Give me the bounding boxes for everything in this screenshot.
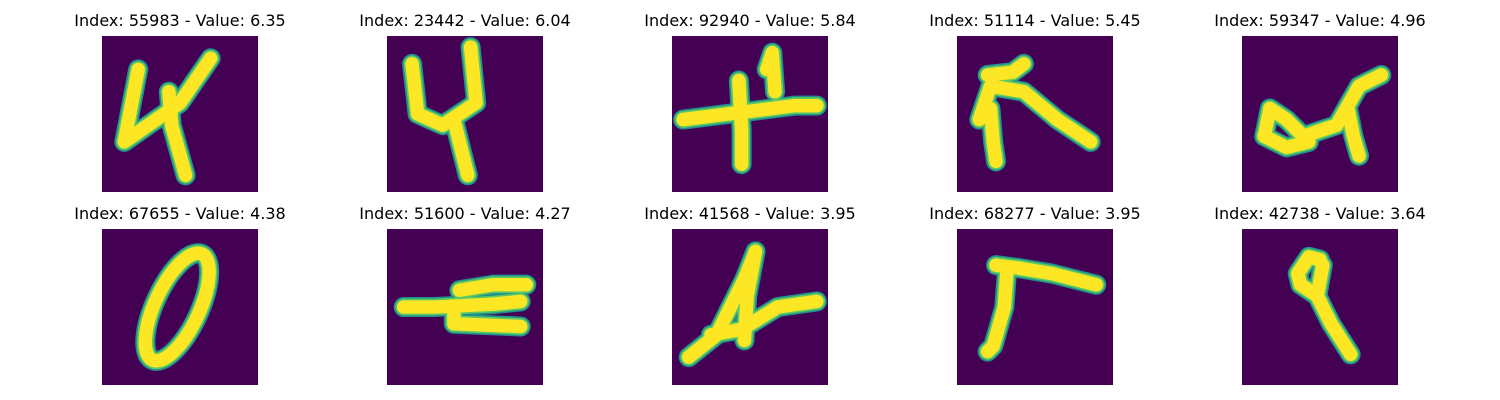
digit-image bbox=[102, 36, 258, 192]
digit-image bbox=[672, 229, 828, 385]
digit-image bbox=[957, 36, 1113, 192]
digit-image-canvas bbox=[387, 36, 543, 192]
digit-image-canvas bbox=[957, 229, 1113, 385]
digit-image-canvas bbox=[102, 229, 258, 385]
digit-stroke bbox=[1287, 246, 1361, 365]
digit-image bbox=[387, 36, 543, 192]
digit-image bbox=[387, 229, 543, 385]
sample-cell: Index: 51114 - Value: 5.45 bbox=[910, 0, 1160, 192]
digit-stroke bbox=[1254, 64, 1392, 166]
digit-image-canvas bbox=[1242, 229, 1398, 385]
sample-title: Index: 59347 - Value: 4.96 bbox=[1214, 11, 1426, 30]
sample-title: Index: 51600 - Value: 4.27 bbox=[359, 204, 571, 223]
image-background bbox=[957, 229, 1113, 385]
digit-image-canvas bbox=[672, 229, 828, 385]
sample-title: Index: 67655 - Value: 4.38 bbox=[74, 204, 286, 223]
digit-stroke bbox=[673, 42, 827, 175]
digit-stroke bbox=[977, 255, 1107, 362]
sample-title: Index: 51114 - Value: 5.45 bbox=[929, 11, 1141, 30]
sample-cell: Index: 59347 - Value: 4.96 bbox=[1195, 0, 1445, 192]
sample-cell: Index: 23442 - Value: 6.04 bbox=[340, 0, 590, 192]
digit-image-canvas bbox=[957, 36, 1113, 192]
sample-title: Index: 55983 - Value: 6.35 bbox=[74, 11, 286, 30]
digit-image bbox=[1242, 36, 1398, 192]
sample-title: Index: 68277 - Value: 3.95 bbox=[929, 204, 1141, 223]
sample-cell: Index: 51600 - Value: 4.27 bbox=[340, 193, 590, 385]
digit-stroke bbox=[678, 241, 827, 368]
digit-stroke bbox=[114, 48, 221, 186]
sample-cell: Index: 67655 - Value: 4.38 bbox=[55, 193, 305, 385]
sample-title: Index: 92940 - Value: 5.84 bbox=[644, 11, 856, 30]
digit-stroke bbox=[402, 37, 487, 186]
digit-image-canvas bbox=[672, 36, 828, 192]
sample-cell: Index: 41568 - Value: 3.95 bbox=[625, 193, 875, 385]
digit-stroke bbox=[393, 274, 537, 337]
digit-image bbox=[672, 36, 828, 192]
sample-title: Index: 41568 - Value: 3.95 bbox=[644, 204, 856, 223]
digit-image-canvas bbox=[387, 229, 543, 385]
sample-title: Index: 23442 - Value: 6.04 bbox=[359, 11, 571, 30]
digit-image bbox=[102, 229, 258, 385]
digit-image-canvas bbox=[1242, 36, 1398, 192]
digit-image-canvas bbox=[102, 36, 258, 192]
sample-cell: Index: 92940 - Value: 5.84 bbox=[625, 0, 875, 192]
digit-image bbox=[957, 229, 1113, 385]
sample-cell: Index: 68277 - Value: 3.95 bbox=[910, 193, 1160, 385]
sample-cell: Index: 42738 - Value: 3.64 bbox=[1195, 193, 1445, 385]
sample-title: Index: 42738 - Value: 3.64 bbox=[1214, 204, 1426, 223]
digit-stroke bbox=[969, 53, 1101, 172]
digit-stroke bbox=[135, 243, 220, 371]
digit-image bbox=[1242, 229, 1398, 385]
sample-cell: Index: 55983 - Value: 6.35 bbox=[55, 0, 305, 192]
